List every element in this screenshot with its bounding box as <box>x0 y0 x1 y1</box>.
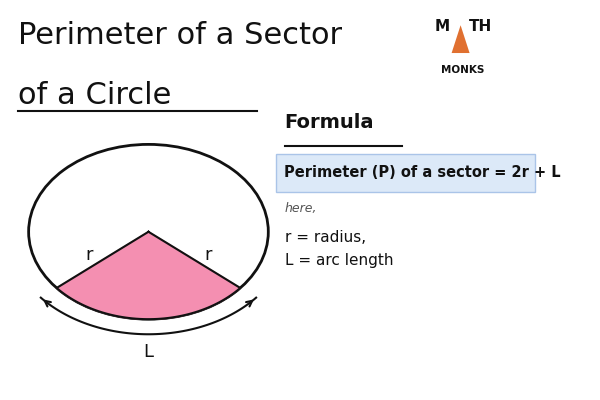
Text: TH: TH <box>469 19 492 34</box>
FancyBboxPatch shape <box>277 154 535 192</box>
Text: r = radius,
L = arc length: r = radius, L = arc length <box>284 230 393 268</box>
Polygon shape <box>452 25 470 53</box>
Text: Formula: Formula <box>284 113 374 132</box>
Text: M: M <box>434 19 449 34</box>
Text: Perimeter of a Sector: Perimeter of a Sector <box>18 21 342 50</box>
Text: L: L <box>143 343 154 361</box>
Text: Perimeter (P) of a sector = 2r + L: Perimeter (P) of a sector = 2r + L <box>284 166 560 180</box>
Text: r: r <box>205 246 212 264</box>
Text: of a Circle: of a Circle <box>18 81 171 110</box>
Text: r: r <box>85 246 92 264</box>
Text: MONKS: MONKS <box>441 65 484 75</box>
Text: here,: here, <box>284 202 317 215</box>
Polygon shape <box>56 232 240 319</box>
